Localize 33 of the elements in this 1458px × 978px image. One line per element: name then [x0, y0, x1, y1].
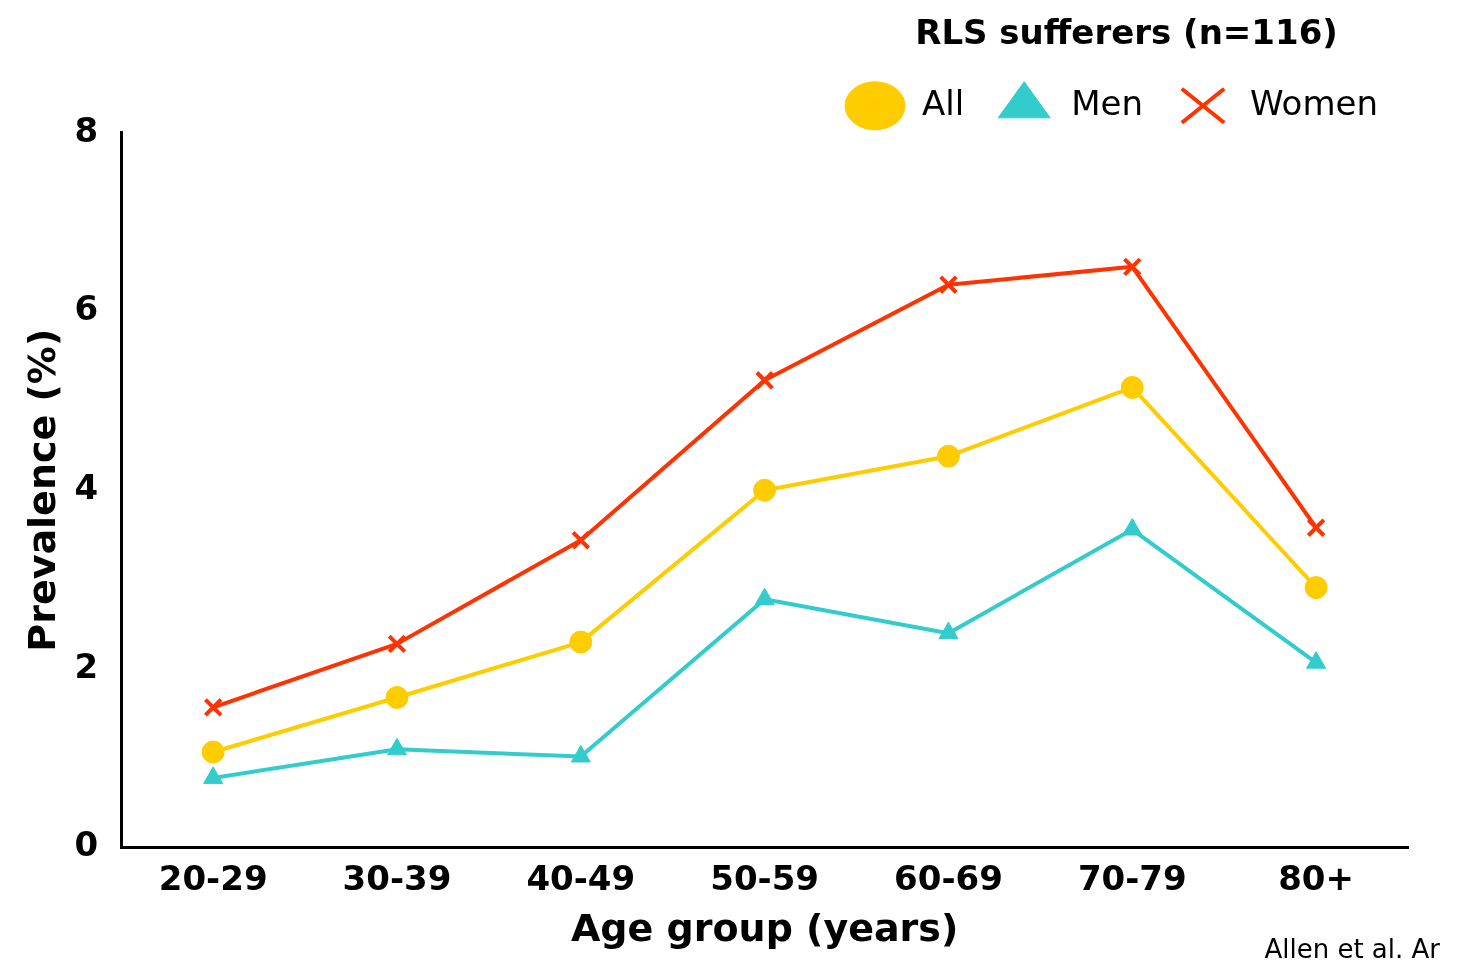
legend-label: Men — [1071, 82, 1143, 123]
x-tick-label: 80+ — [1278, 857, 1354, 898]
y-tick-label: 6 — [74, 288, 99, 329]
point — [571, 530, 591, 551]
legend-label: All — [922, 82, 965, 123]
point — [1304, 576, 1328, 600]
point — [938, 274, 959, 295]
y-tick-label: 8 — [74, 109, 99, 150]
point — [1306, 517, 1326, 538]
y-tick-label: 4 — [74, 467, 99, 508]
point — [203, 697, 223, 718]
y-axis-title: Prevalence (%) — [19, 328, 64, 652]
point — [753, 478, 777, 502]
text: Allen et al. Ar — [1264, 933, 1441, 964]
x-tick-label: 60-69 — [894, 857, 1003, 898]
point — [387, 634, 407, 654]
point — [569, 630, 593, 654]
x-tick-label: 50-59 — [710, 857, 819, 898]
x-tick-label: 20-29 — [158, 857, 268, 898]
point — [1120, 375, 1144, 399]
point — [936, 444, 960, 468]
legend-title: RLS sufferers (n=116) — [915, 11, 1338, 52]
legend-label: Women — [1249, 82, 1378, 123]
x-tick-label: 70-79 — [1077, 857, 1187, 898]
point — [201, 740, 225, 764]
y-tick-label: 0 — [74, 824, 99, 865]
x-tick-label: 30-39 — [342, 857, 452, 898]
point — [1122, 257, 1143, 277]
x-axis-title: Age group (years) — [570, 906, 959, 951]
y-tick-label: 2 — [74, 645, 99, 686]
point — [754, 370, 775, 391]
x-tick-label: 40-49 — [526, 857, 636, 898]
point — [385, 685, 409, 709]
